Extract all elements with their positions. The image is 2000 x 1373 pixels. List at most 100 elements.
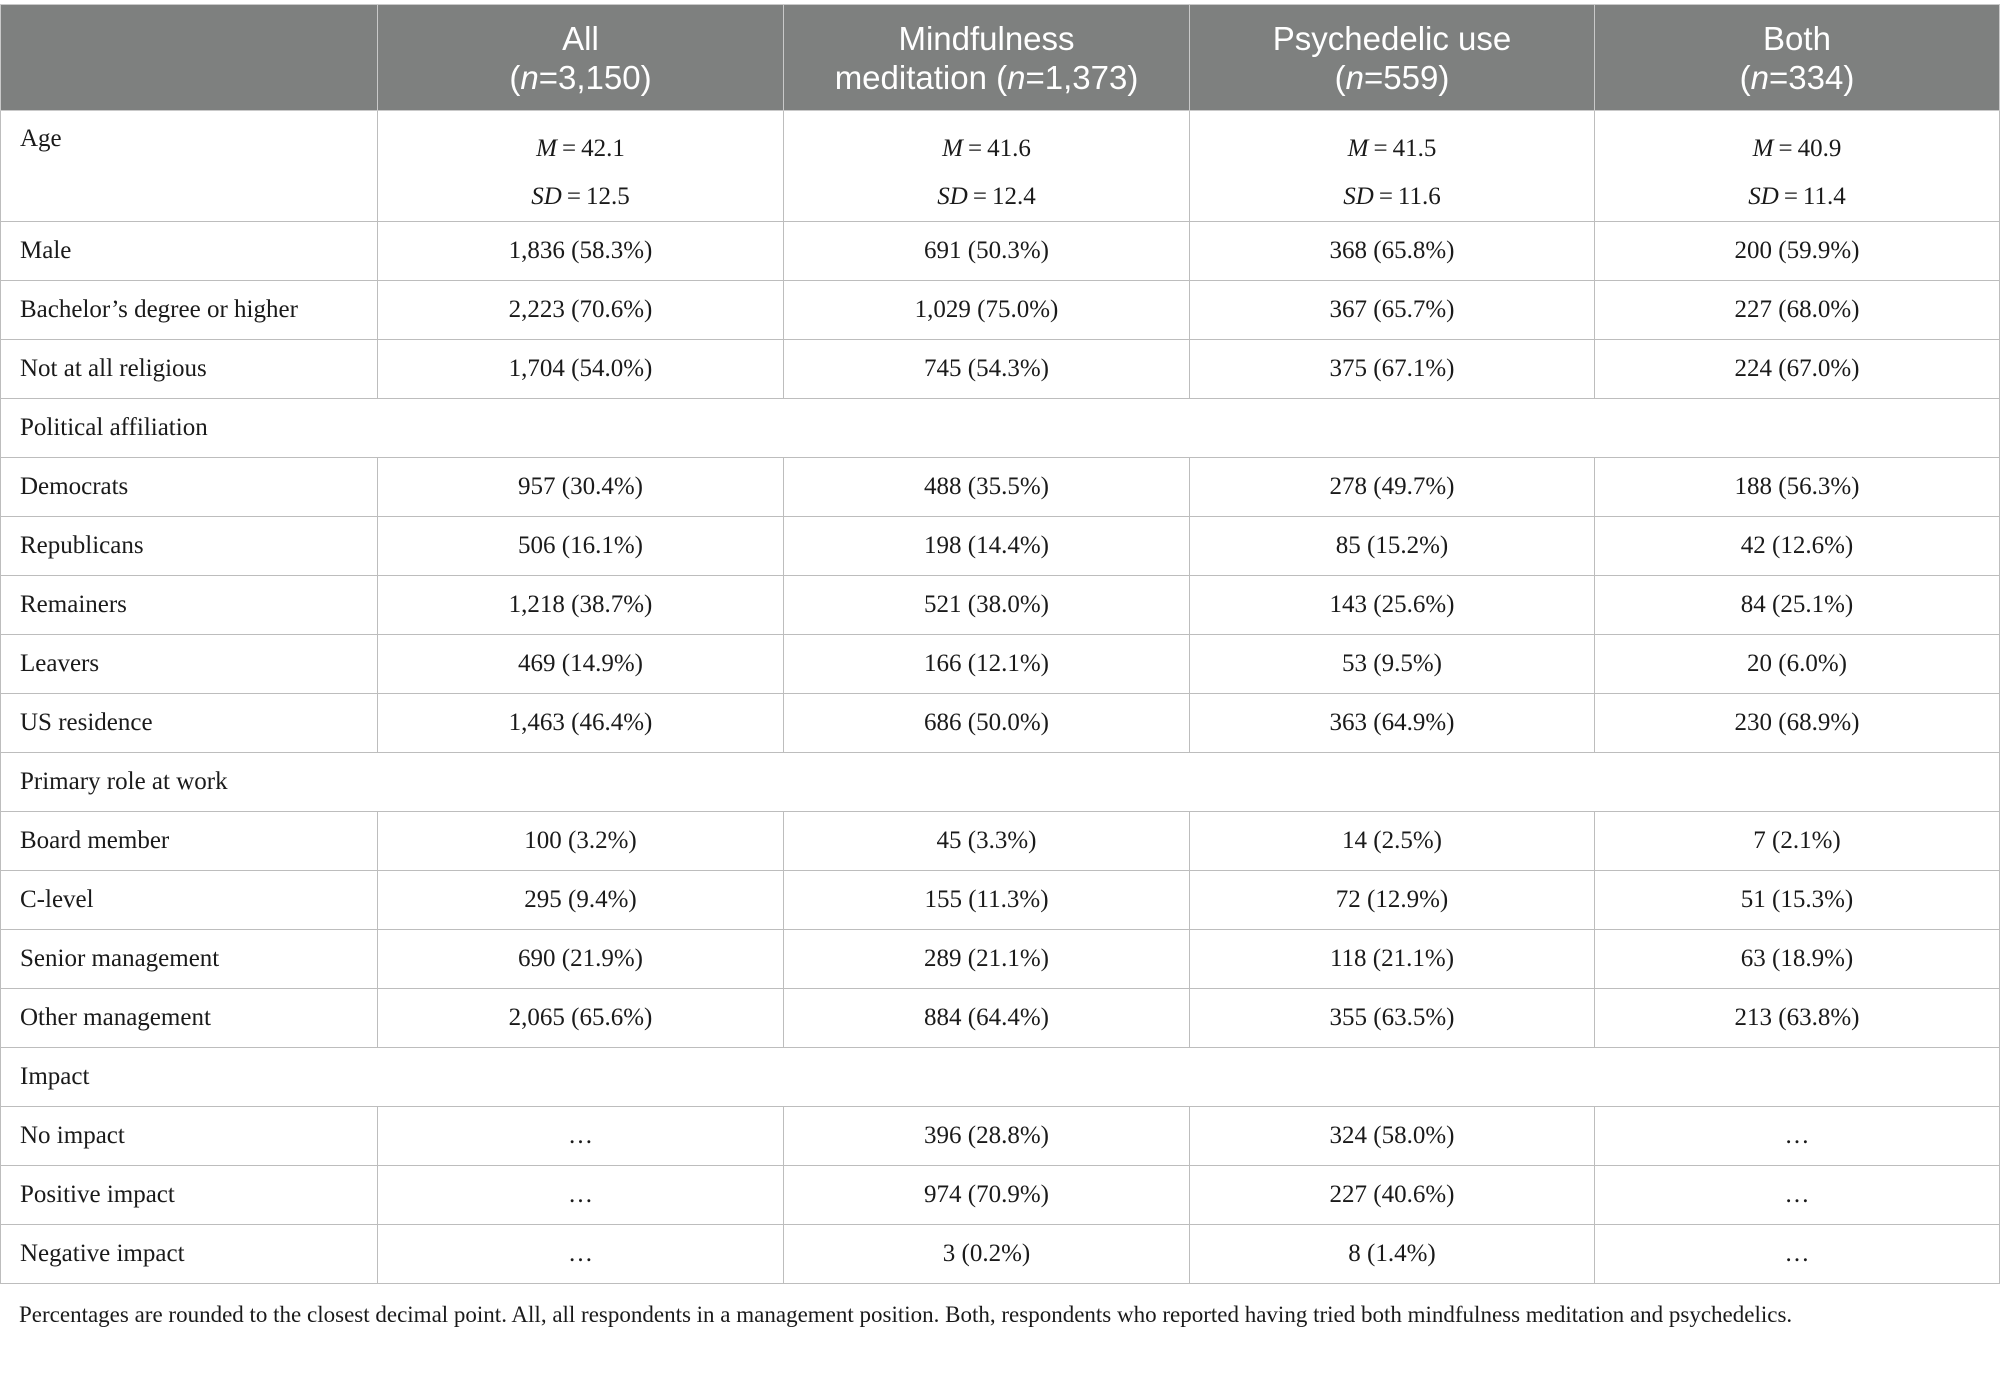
table-cell: 8 (1.4%) (1189, 1224, 1595, 1284)
header-mindfulness-title: Mindfulness (898, 19, 1075, 57)
row-label: Board member (0, 811, 378, 871)
table-cell: 198 (14.4%) (783, 516, 1190, 576)
header-both-title: Both (1763, 19, 1831, 57)
table-cell: 51 (15.3%) (1594, 870, 2000, 930)
section-row: Primary role at work (0, 752, 2000, 812)
table-cell: 7 (2.1%) (1594, 811, 2000, 871)
mean-label: M (536, 135, 557, 162)
table-cell: 14 (2.5%) (1189, 811, 1595, 871)
table-row: Negative impact… 3 (0.2%) 8 (1.4%)… (0, 1224, 2000, 1284)
table-cell: 690 (21.9%) (377, 929, 784, 989)
table-cell: 691 (50.3%) (783, 221, 1190, 281)
table-cell: 1,704 (54.0%) (377, 339, 784, 399)
mean-value: = 41.6 (962, 135, 1031, 162)
table-cell: … (377, 1106, 784, 1166)
table-cell: 1,463 (46.4%) (377, 693, 784, 753)
table-cell: 1,029 (75.0%) (783, 280, 1190, 340)
table-cell: 367 (65.7%) (1189, 280, 1595, 340)
table-cell: … (377, 1165, 784, 1225)
age-cell-psychedelic: M = 41.5 SD = 11.6 (1189, 110, 1595, 222)
table-cell: … (377, 1224, 784, 1284)
header-all: All (n=3,150) (377, 4, 784, 111)
table-cell: 884 (64.4%) (783, 988, 1190, 1048)
mean-label: M (1347, 135, 1369, 162)
row-label: Positive impact (0, 1165, 378, 1225)
table-row: US residence 1,463 (46.4%) 686 (50.0%) 363 … (0, 693, 2000, 753)
sd-label: SD (937, 183, 968, 210)
table-cell: 20 (6.0%) (1594, 634, 2000, 694)
demographics-table: All (n=3,150) Mindfulness meditation (n=… (0, 4, 2000, 1284)
mean-value: = 42.1 (556, 135, 625, 162)
table-cell: 200 (59.9%) (1594, 221, 2000, 281)
row-label: Male (0, 221, 378, 281)
table-cell: 166 (12.1%) (783, 634, 1190, 694)
table-cell: 72 (12.9%) (1189, 870, 1595, 930)
table-cell: 506 (16.1%) (377, 516, 784, 576)
header-mindfulness-n-value: =1,373) (1025, 58, 1139, 96)
header-mindfulness-title2: meditation ( (834, 58, 1008, 96)
table-cell: 224 (67.0%) (1594, 339, 2000, 399)
table-cell: 85 (15.2%) (1189, 516, 1595, 576)
header-psychedelic-n-value: =559) (1364, 58, 1450, 96)
table-cell: 143 (25.6%) (1189, 575, 1595, 635)
sd-value: = 12.4 (967, 183, 1036, 210)
row-label: C-level (0, 870, 378, 930)
table-row: Board member 100 (3.2%) 45 (3.3%) 14 (2.5%)… (0, 811, 2000, 871)
header-all-n-label: n (520, 58, 539, 96)
row-label: Age (0, 110, 378, 222)
table-cell: 488 (35.5%) (783, 457, 1190, 517)
table-footnote: Percentages are rounded to the closest d… (19, 1302, 1793, 1327)
table-cell: 230 (68.9%) (1594, 693, 2000, 753)
header-psychedelic-n-label: n (1345, 58, 1365, 96)
row-label: Bachelor’s degree or higher (0, 280, 378, 340)
table-cell: 188 (56.3%) (1594, 457, 2000, 517)
age-cell-mindfulness: M = 41.6 SD = 12.4 (783, 110, 1190, 222)
table-cell: 3 (0.2%) (783, 1224, 1190, 1284)
section-label: Primary role at work (0, 752, 2000, 812)
table-cell: 53 (9.5%) (1189, 634, 1595, 694)
table-cell: 63 (18.9%) (1594, 929, 2000, 989)
table-cell: 295 (9.4%) (377, 870, 784, 930)
table-cell: 469 (14.9%) (377, 634, 784, 694)
table-cell: 355 (63.5%) (1189, 988, 1595, 1048)
section-row: Political affiliation (0, 398, 2000, 458)
table-row: Bachelor’s degree or higher 2,223 (70.6%)… (0, 280, 2000, 340)
mean-label: M (1752, 135, 1774, 162)
header-both: Both (n=334) (1594, 4, 2000, 111)
table-cell: 396 (28.8%) (783, 1106, 1190, 1166)
row-label: Leavers (0, 634, 378, 694)
table-cell: 363 (64.9%) (1189, 693, 1595, 753)
table-body: Age M = 42.1 SD = 12.5 M = 41.6 SD = 12.… (0, 110, 2000, 1284)
row-label: Senior management (0, 929, 378, 989)
table-row: Democrats 957 (30.4%) 488 (35.5%) 278 (49.7… (0, 457, 2000, 517)
table-cell: 375 (67.1%) (1189, 339, 1595, 399)
header-both-n-label: n (1750, 58, 1770, 96)
header-all-n-value: =3,150) (538, 58, 652, 96)
table-cell: 1,218 (38.7%) (377, 575, 784, 635)
mean-value: = 41.5 (1368, 135, 1437, 162)
header-psychedelic: Psychedelic use (n=559) (1189, 4, 1595, 111)
table-cell: 368 (65.8%) (1189, 221, 1595, 281)
header-psychedelic-title: Psychedelic use (1272, 19, 1512, 57)
table-cell: … (1594, 1165, 2000, 1225)
sd-label: SD (1343, 183, 1374, 210)
section-label: Impact (0, 1047, 2000, 1107)
header-both-n-value: =334) (1769, 58, 1855, 96)
table-cell: 84 (25.1%) (1594, 575, 2000, 635)
section-label: Political affiliation (0, 398, 2000, 458)
table-cell: 227 (40.6%) (1189, 1165, 1595, 1225)
header-both-paren: ( (1739, 58, 1751, 96)
table-cell: 155 (11.3%) (783, 870, 1190, 930)
sd-value: = 12.5 (561, 183, 630, 210)
row-label: No impact (0, 1106, 378, 1166)
header-all-title: All (562, 19, 599, 57)
header-all-paren: ( (509, 58, 521, 96)
header-row: All (n=3,150) Mindfulness meditation (n=… (0, 4, 2000, 111)
table-cell: 100 (3.2%) (377, 811, 784, 871)
table-cell: 521 (38.0%) (783, 575, 1190, 635)
row-label: Remainers (0, 575, 378, 635)
mean-value: = 40.9 (1773, 135, 1842, 162)
table-cell: 2,065 (65.6%) (377, 988, 784, 1048)
section-row: Impact (0, 1047, 2000, 1107)
header-mindfulness: Mindfulness meditation (n=1,373) (783, 4, 1190, 111)
